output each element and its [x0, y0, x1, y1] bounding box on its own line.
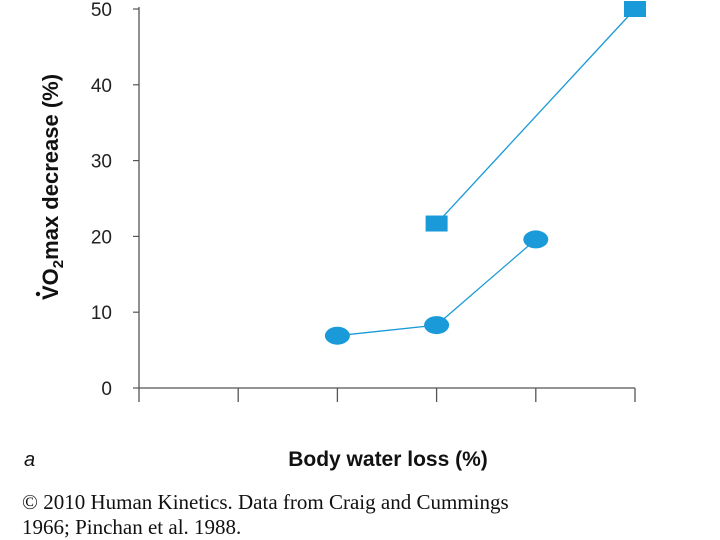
y-title-middle: O — [38, 268, 63, 285]
credit-text: © 2010 Human Kinetics. Data from Craig a… — [22, 490, 712, 540]
y-tick-label: 40 — [91, 76, 112, 97]
x-axis-title: Body water loss (%) — [288, 448, 488, 471]
y-tick-label: 0 — [101, 379, 112, 400]
y-tick-label: 50 — [91, 0, 112, 21]
y-tick-label: 10 — [91, 303, 112, 324]
credit-line-2: 1966; Pinchan et al. 1988. — [22, 515, 242, 539]
circle-point — [523, 230, 549, 249]
y-tick-label: 20 — [91, 227, 112, 248]
vdot-marker — [35, 291, 41, 297]
y-axis-title: VO2max decrease (%) — [35, 74, 67, 300]
series-layer — [324, 1, 646, 345]
circle-point — [424, 316, 450, 335]
circle-point — [324, 326, 350, 345]
svg-text:VO2max decrease (%): VO2max decrease (%) — [38, 74, 67, 300]
panel-label: a — [24, 449, 35, 471]
y-title-subscript: 2 — [50, 260, 67, 268]
square-point — [425, 215, 448, 232]
series-line-square — [436, 8, 636, 224]
credit-line-1: © 2010 Human Kinetics. Data from Craig a… — [22, 490, 509, 514]
y-title-suffix: max decrease (%) — [38, 74, 63, 260]
axes: 0 10 20 30 40 50 — [91, 0, 636, 402]
y-tick-label: 30 — [91, 152, 112, 173]
square-point — [624, 1, 646, 17]
y-title-prefix: V — [38, 285, 63, 300]
